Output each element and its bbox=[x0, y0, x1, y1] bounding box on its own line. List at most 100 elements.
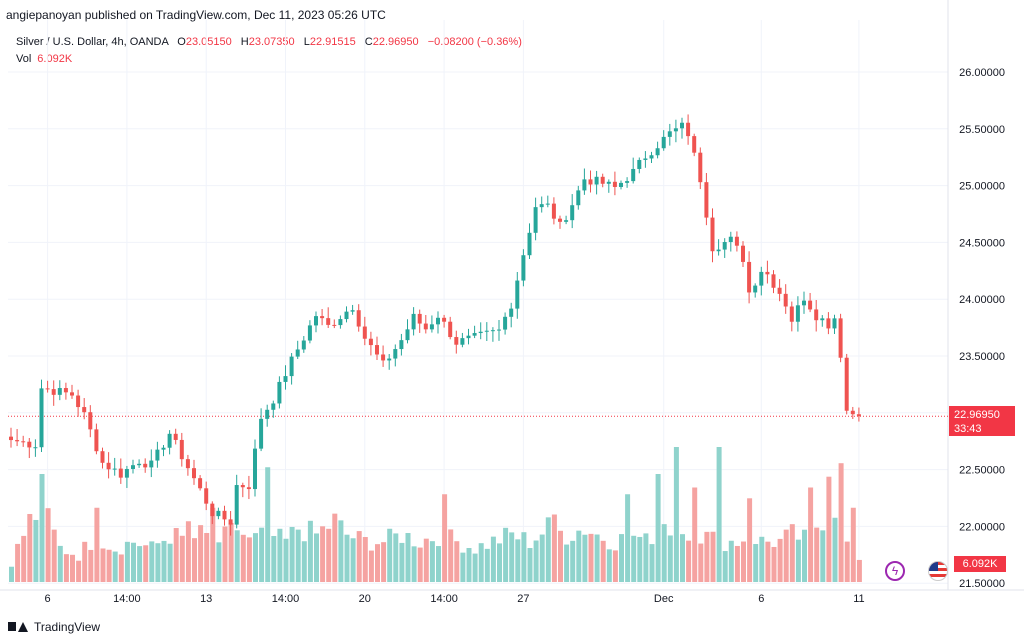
volume-bar bbox=[649, 544, 655, 582]
candle-body bbox=[350, 310, 355, 312]
candle-body bbox=[661, 136, 666, 149]
symbol-title[interactable]: Silver / U.S. Dollar, 4h, OANDA bbox=[16, 36, 169, 48]
lightning-icon[interactable] bbox=[885, 561, 905, 581]
candle-body bbox=[326, 318, 331, 325]
volume-bar bbox=[39, 474, 45, 582]
candle-body bbox=[667, 131, 672, 137]
candle-body bbox=[753, 285, 758, 293]
volume-bar bbox=[564, 544, 570, 582]
volume-bar bbox=[442, 494, 448, 582]
candle-body bbox=[466, 335, 471, 339]
x-tick-label: 14:00 bbox=[272, 593, 300, 605]
volume-bar bbox=[783, 529, 789, 582]
candle-body bbox=[27, 441, 32, 448]
y-tick-label: 24.00000 bbox=[959, 294, 1005, 306]
volume-bar bbox=[673, 447, 679, 582]
volume-bar bbox=[802, 529, 807, 582]
candle-body bbox=[149, 460, 154, 468]
volume-bar bbox=[149, 541, 155, 582]
volume-bar bbox=[411, 546, 417, 582]
volume-bar bbox=[167, 543, 173, 582]
volume-bar bbox=[234, 530, 240, 582]
candle-body bbox=[704, 182, 709, 218]
volume-label[interactable]: Vol bbox=[16, 53, 32, 65]
volume-bar bbox=[423, 538, 429, 582]
volume-bar bbox=[527, 548, 533, 582]
candle-body bbox=[63, 388, 68, 393]
volume-bar bbox=[246, 537, 252, 582]
candle-body bbox=[734, 236, 739, 246]
candle-body bbox=[143, 463, 148, 468]
candle-body bbox=[277, 381, 282, 404]
candle-body bbox=[698, 152, 703, 183]
change-value: −0.08200 (−0.36%) bbox=[427, 36, 522, 48]
candle-body bbox=[381, 354, 386, 361]
candle-body bbox=[131, 465, 135, 469]
volume-bar bbox=[551, 514, 557, 582]
candle-body bbox=[680, 122, 684, 129]
footer-brand: TradingView bbox=[8, 620, 100, 634]
volume-bar bbox=[667, 535, 673, 582]
bar-countdown: 33:43 bbox=[954, 423, 982, 435]
candle-body bbox=[612, 181, 617, 187]
volume-tag: 6.092K bbox=[954, 556, 1006, 572]
x-tick-label: Dec bbox=[654, 593, 674, 605]
us-flag-icon[interactable] bbox=[928, 561, 948, 581]
volume-bar bbox=[118, 554, 124, 582]
volume-bar bbox=[216, 542, 222, 582]
y-tick-label: 22.00000 bbox=[959, 521, 1005, 533]
volume-bar bbox=[106, 549, 112, 582]
candle-body bbox=[423, 323, 428, 330]
candle-body bbox=[844, 357, 849, 411]
volume-bar bbox=[545, 517, 551, 582]
volume-bar bbox=[814, 527, 820, 582]
volume-bar bbox=[173, 528, 179, 582]
volume-bar bbox=[387, 528, 393, 582]
candle-body bbox=[765, 271, 770, 275]
candle-body bbox=[283, 376, 288, 382]
candle-body bbox=[240, 485, 245, 488]
volume-bar bbox=[576, 530, 582, 582]
candle-body bbox=[161, 447, 166, 450]
last-price-value: 22.96950 bbox=[954, 409, 1000, 421]
volume-bar bbox=[124, 541, 130, 582]
candle-body bbox=[820, 318, 825, 321]
volume-bar bbox=[448, 529, 454, 582]
candle-body bbox=[558, 218, 562, 222]
candle-body bbox=[643, 158, 648, 160]
volume-bar bbox=[57, 545, 63, 582]
candle-body bbox=[655, 148, 660, 156]
volume-bar bbox=[716, 447, 722, 582]
volume-bar bbox=[289, 526, 295, 582]
volume-bar bbox=[375, 544, 380, 582]
candle-body bbox=[594, 176, 599, 185]
volume-bar bbox=[314, 533, 319, 582]
candle-body bbox=[533, 207, 538, 233]
close-label: C bbox=[364, 36, 373, 48]
candle-body bbox=[124, 468, 129, 478]
volume-bar bbox=[301, 541, 307, 582]
volume-bar bbox=[185, 521, 191, 582]
volume-bar bbox=[509, 532, 515, 582]
candle-body bbox=[271, 403, 276, 410]
volume-bar bbox=[15, 543, 21, 582]
volume-bar bbox=[771, 546, 777, 582]
volume-bar bbox=[161, 540, 167, 582]
volume-bar bbox=[832, 517, 838, 582]
candle-body bbox=[692, 136, 697, 153]
candle-body bbox=[710, 217, 715, 252]
volume-bar bbox=[265, 467, 271, 582]
volume-bar bbox=[356, 531, 362, 582]
candle-body bbox=[509, 308, 514, 317]
low-value: 22.91515 bbox=[309, 36, 356, 48]
volume-bar bbox=[9, 566, 14, 582]
volume-bar bbox=[686, 540, 692, 582]
last-price-tag: 22.96950 33:43 bbox=[949, 406, 1015, 436]
candle-body bbox=[515, 280, 520, 309]
candle-body bbox=[100, 451, 105, 463]
publish-header: angiepanoyan published on TradingView.co… bbox=[6, 8, 386, 22]
candle-body bbox=[417, 313, 422, 324]
ohlc-row: Silver / U.S. Dollar, 4h, OANDA O23.0515… bbox=[16, 34, 522, 51]
volume-bar bbox=[558, 530, 563, 582]
